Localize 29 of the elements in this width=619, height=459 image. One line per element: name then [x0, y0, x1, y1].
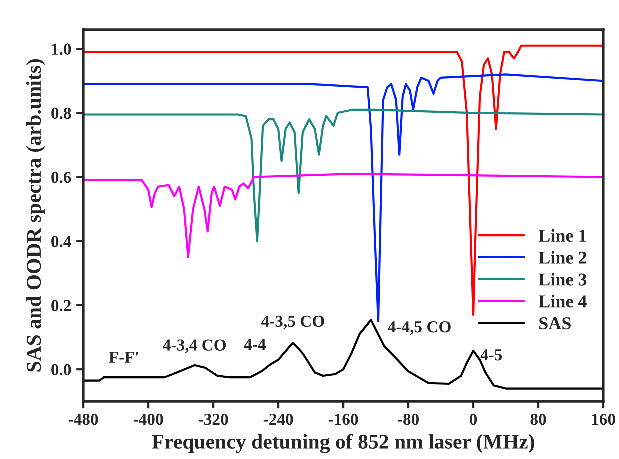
- y-tick-label: 0.4: [52, 236, 72, 248]
- x-tick-label: 0: [470, 414, 478, 426]
- line-series: [84, 108, 604, 242]
- annotation: 4-4: [244, 339, 266, 350]
- x-tick-label: -160: [328, 414, 358, 426]
- legend-label: Line 2: [538, 251, 586, 264]
- y-axis-title: SAS and OODR spectra (arb.units): [26, 60, 46, 372]
- x-axis-title: Frequency detuning of 852 nm laser (MHz): [152, 434, 534, 454]
- x-tick-label: 80: [530, 414, 546, 426]
- y-tick-label: 0.2: [52, 300, 72, 312]
- x-tick-label: -320: [198, 414, 228, 426]
- y-tick-label: 0.0: [52, 364, 72, 376]
- x-tick-label: -400: [134, 414, 164, 426]
- y-tick-label: 0.8: [52, 108, 72, 120]
- legend-label: Line 4: [538, 295, 587, 308]
- legend-label: Line 3: [538, 273, 587, 286]
- x-tick-label: -480: [68, 414, 98, 426]
- legend-label: Line 1: [538, 229, 586, 242]
- annotation: F-F': [109, 352, 138, 363]
- annotation: 4-4,5 CO: [388, 322, 451, 336]
- x-tick-label: -80: [398, 414, 420, 426]
- annotation: 4-3,5 CO: [261, 316, 324, 330]
- y-tick-label: 1.0: [52, 44, 72, 56]
- x-tick-label: 160: [592, 414, 616, 426]
- y-tick-label: 0.6: [52, 172, 72, 184]
- annotation: 4-3,4 CO: [163, 340, 226, 354]
- legend-label: SAS: [540, 318, 571, 330]
- annotation: 4-5: [480, 350, 502, 361]
- x-tick-label: -240: [264, 414, 294, 426]
